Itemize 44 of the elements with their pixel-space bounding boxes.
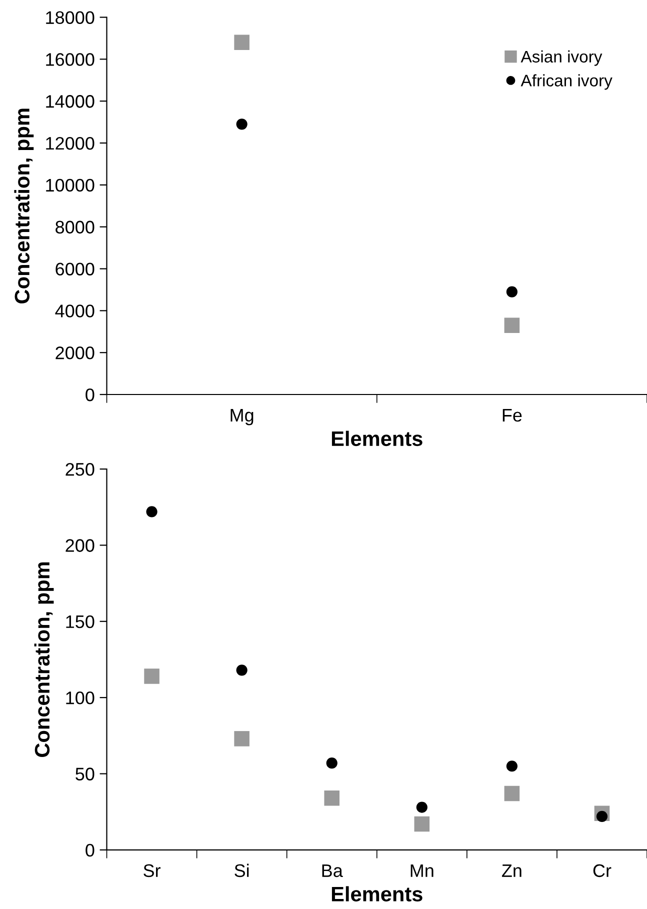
y-tick-label: 250 [66, 462, 94, 476]
point [506, 760, 518, 772]
x-axis-title: Elements [332, 430, 422, 446]
x-tick-label: Fe [502, 409, 522, 422]
y-axis-title: Concentration, ppm [14, 108, 34, 304]
x-axis-title: Elements [332, 886, 422, 902]
y-tick-label: 200 [66, 539, 94, 552]
y-tick-label: 10000 [46, 178, 94, 192]
x-tick-label: Zn [502, 864, 522, 877]
point [234, 731, 250, 746]
point [504, 786, 520, 802]
y-tick-label: 150 [66, 615, 94, 628]
y-tick-label: 50 [76, 768, 94, 780]
y-tick-label: 12000 [46, 136, 94, 150]
point [504, 318, 520, 333]
y-axis-title: Concentration, ppm [34, 562, 54, 757]
y-tick-label: 100 [66, 692, 94, 704]
point [416, 802, 428, 813]
y-tick-label: 16000 [46, 53, 94, 66]
y-tick-label: 2000 [56, 346, 94, 360]
point [326, 758, 338, 769]
legend-label: African ivory [520, 74, 612, 90]
y-tick-label: 8000 [56, 220, 94, 234]
point [324, 790, 340, 806]
x-tick-label: Ba [322, 864, 343, 878]
y-tick-label: 0 [86, 844, 94, 857]
y-tick-label: 14000 [46, 95, 94, 108]
y-tick-label: 18000 [46, 11, 94, 24]
legend-label: Asian ivory [520, 50, 602, 66]
x-tick-label: Sr [144, 864, 161, 878]
point [506, 286, 518, 298]
x-tick-label: Mg [230, 409, 254, 426]
point [234, 34, 250, 50]
x-tick-label: Mn [410, 864, 434, 877]
point [236, 664, 248, 676]
point [144, 668, 160, 684]
x-tick-label: Si [234, 864, 249, 878]
point [414, 816, 430, 832]
y-tick-label: 6000 [56, 262, 94, 276]
point [236, 118, 248, 130]
point [146, 506, 158, 518]
y-tick-label: 0 [86, 388, 94, 402]
x-tick-label: Cr [593, 864, 612, 878]
y-tick-label: 4000 [55, 304, 94, 318]
